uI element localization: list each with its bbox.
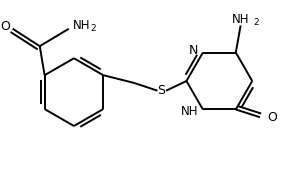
Text: NH: NH — [73, 19, 90, 32]
Text: N: N — [189, 44, 198, 57]
Text: O: O — [0, 20, 10, 33]
Text: 2: 2 — [253, 18, 259, 27]
Text: S: S — [157, 84, 165, 97]
Text: NH: NH — [232, 13, 249, 26]
Text: NH: NH — [180, 105, 198, 118]
Text: O: O — [268, 111, 277, 124]
Text: 2: 2 — [90, 24, 96, 33]
